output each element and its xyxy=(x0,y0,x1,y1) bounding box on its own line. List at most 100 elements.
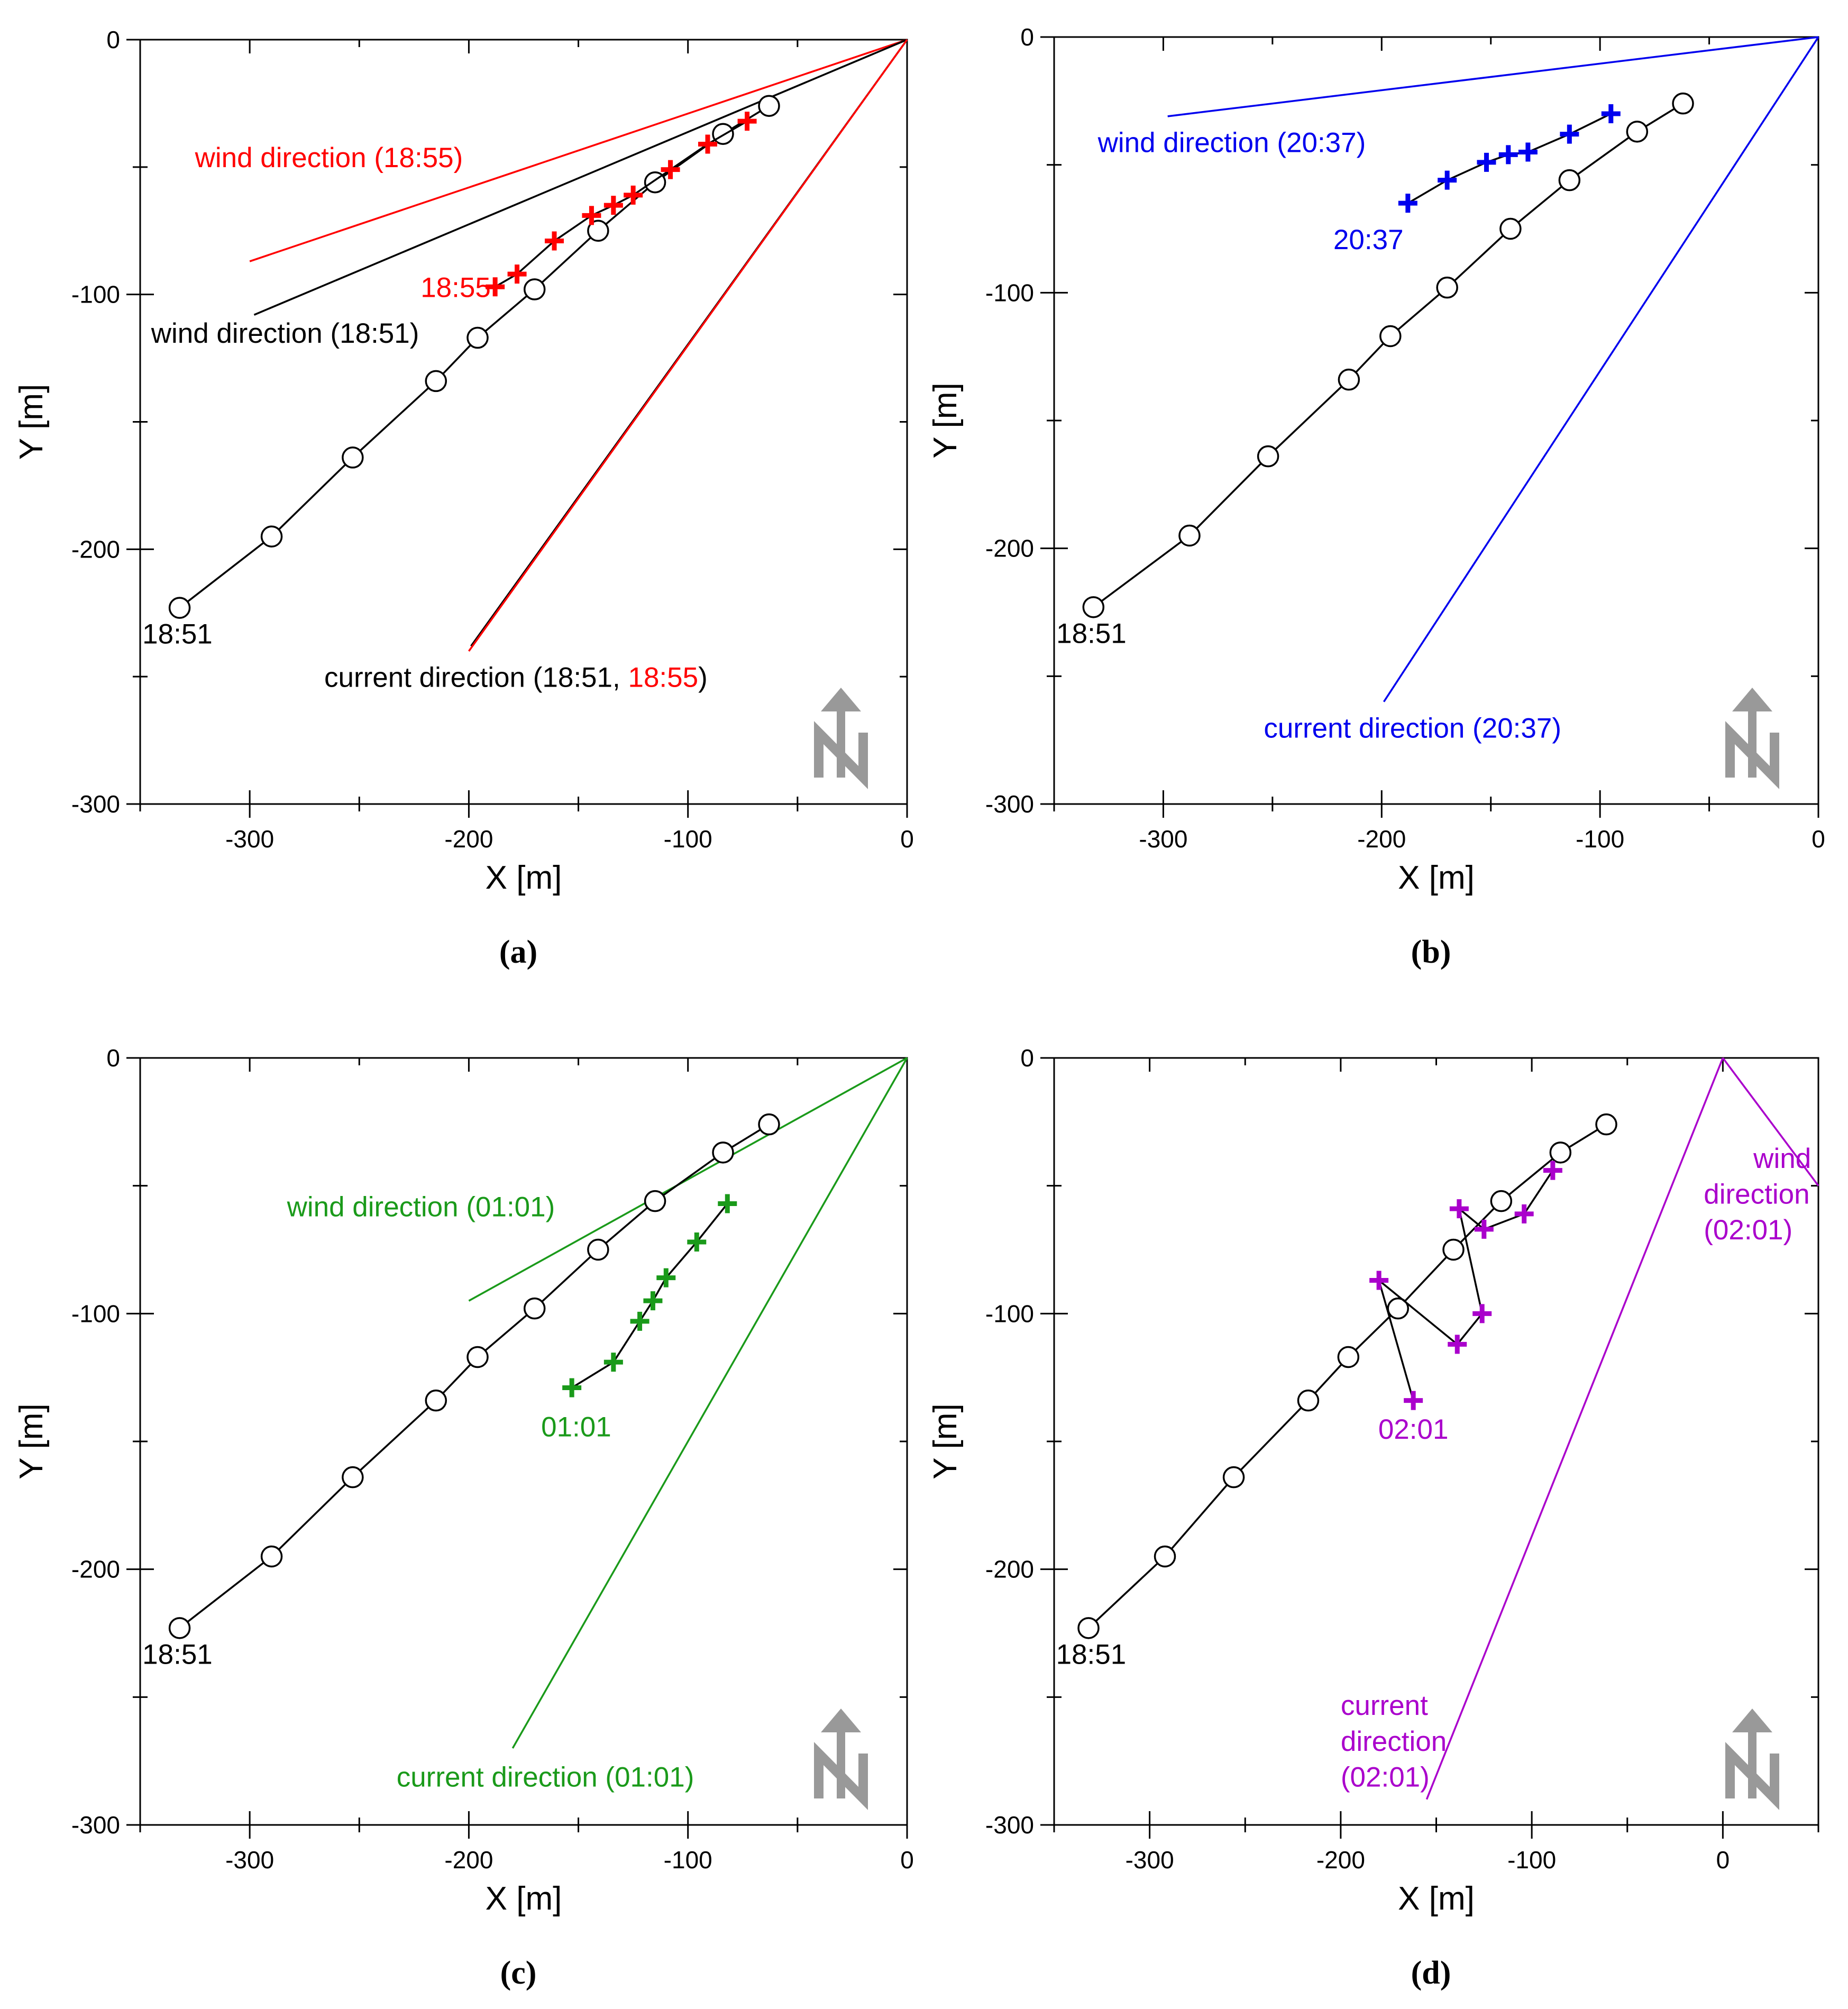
x-tick-label: -200 xyxy=(444,1846,493,1874)
trajectory-line xyxy=(179,1124,770,1629)
annotation-wind-2037: wind direction (20:37) xyxy=(1097,127,1366,159)
direction-line xyxy=(511,1057,908,1749)
trajectory-point xyxy=(644,1190,666,1212)
annotation-measured-label: 02:01 xyxy=(1378,1414,1449,1445)
trajectory-point xyxy=(466,1346,489,1368)
trajectory-point xyxy=(425,370,447,392)
north-arrow-shaft xyxy=(837,709,845,778)
y-axis-title: Y [m] xyxy=(13,1403,50,1480)
trajectory-point xyxy=(1442,1238,1465,1261)
measured-point xyxy=(507,264,527,284)
measured-point xyxy=(1477,152,1496,172)
y-tick-label: -100 xyxy=(71,1300,120,1327)
measured-point xyxy=(1560,124,1579,144)
measured-point xyxy=(1601,104,1621,123)
annotation-part: wind xyxy=(1753,1143,1811,1174)
annotation-wind-1855: wind direction (18:55) xyxy=(195,142,463,173)
annotation-part: (02:01) xyxy=(1704,1214,1792,1246)
annotation-wind-1851: wind direction (18:51) xyxy=(151,318,419,349)
y-tick-label: -100 xyxy=(71,281,120,308)
north-arrow-icon xyxy=(814,688,868,789)
trajectory-point xyxy=(1082,596,1105,618)
trajectory-point xyxy=(758,1113,780,1136)
x-tick-label: 0 xyxy=(1716,1846,1730,1874)
trajectory-point xyxy=(1077,1617,1100,1639)
trajectory-point xyxy=(1387,1297,1409,1320)
measured-point xyxy=(1438,170,1457,190)
annotation-current-label: current direction (01:01) xyxy=(397,1762,694,1793)
annotation-part: ) xyxy=(698,662,708,693)
annotation-part: 18:55 xyxy=(628,662,698,693)
measured-point xyxy=(687,1232,707,1252)
north-arrow-shaft xyxy=(1748,709,1756,778)
annotation-part: wind direction (18:55) xyxy=(195,142,463,173)
x-axis-title: X [m] xyxy=(1398,1880,1475,1917)
measured-point xyxy=(630,1311,649,1331)
trajectory-point xyxy=(260,1545,283,1568)
annotation-part: (02:01) xyxy=(1341,1762,1430,1793)
annotation-part: 18:51 xyxy=(1056,618,1127,650)
y-tick-label: -300 xyxy=(71,1811,120,1839)
north-arrow-letter-n xyxy=(1725,721,1779,789)
direction-line xyxy=(249,39,908,262)
north-arrow-head xyxy=(821,1709,861,1732)
measured-point xyxy=(656,1268,676,1287)
trajectory-line xyxy=(179,105,770,609)
annotation-trajectory-label: 18:51 xyxy=(142,619,213,650)
panel-c: -300 -200 -100 0 0 -100 -200 -300 X [m] Y [m] wind… xyxy=(13,1044,914,1991)
x-tick-label: 0 xyxy=(900,825,914,853)
measured-point xyxy=(603,196,623,215)
y-tick-label: -300 xyxy=(985,790,1034,818)
annotation-part: 01:01 xyxy=(541,1411,611,1442)
measured-point xyxy=(1474,1219,1494,1239)
annotation-measured-label: 01:01 xyxy=(541,1411,611,1442)
measured-point xyxy=(1498,145,1518,165)
trajectory-point xyxy=(587,220,609,242)
measured-point xyxy=(1514,1204,1534,1223)
annotation-part: direction xyxy=(1341,1726,1447,1757)
north-arrow-shaft xyxy=(1748,1730,1756,1798)
trajectory-point xyxy=(1379,325,1402,348)
trajectory-point xyxy=(1338,368,1360,391)
measured-point xyxy=(718,1194,737,1213)
y-tick-label: -200 xyxy=(71,535,120,563)
y-tick-label: -200 xyxy=(985,1556,1034,1583)
annotation-part: current direction (01:01) xyxy=(397,1762,694,1793)
trajectory-point xyxy=(1549,1142,1572,1164)
trajectory-point xyxy=(1337,1346,1360,1368)
annotation-current-line1: current xyxy=(1341,1690,1428,1721)
annotation-trajectory-label: 18:51 xyxy=(1056,618,1127,650)
x-tick-label: -200 xyxy=(1357,825,1406,853)
y-tick-label: -100 xyxy=(985,279,1034,306)
x-tick-label: -100 xyxy=(664,825,712,853)
trajectory-point xyxy=(260,525,283,547)
trajectory-point xyxy=(1436,276,1458,299)
north-arrow-shaft xyxy=(837,1730,845,1798)
annotation-part: wind direction (01:01) xyxy=(287,1192,555,1223)
trajectory-point xyxy=(342,1466,364,1489)
annotation-current-line2: direction xyxy=(1341,1726,1447,1757)
measured-point xyxy=(486,277,505,297)
measured-point xyxy=(1369,1271,1389,1290)
x-tick-label: -200 xyxy=(444,825,493,853)
measured-point xyxy=(643,1291,663,1311)
trajectory-point xyxy=(587,1238,609,1261)
panel-label: (c) xyxy=(500,1955,537,1991)
annotation-current-line3: (02:01) xyxy=(1341,1762,1430,1793)
trajectory-point xyxy=(1154,1545,1176,1568)
measured-point xyxy=(545,231,564,251)
x-axis-title: X [m] xyxy=(486,860,562,896)
panel-b: -300 -200 -100 0 0 -100 -200 -300 X [m] Y [m] wind… xyxy=(927,23,1825,970)
y-axis-title: Y [m] xyxy=(927,1403,964,1480)
measured-line xyxy=(1377,1170,1554,1401)
measured-point xyxy=(661,160,680,179)
x-tick-label: -300 xyxy=(225,825,274,853)
panel-label: (a) xyxy=(499,934,537,970)
measured-point xyxy=(698,134,717,154)
trajectory-point xyxy=(712,1142,734,1164)
trajectory-point xyxy=(1257,445,1279,468)
x-tick-label: 0 xyxy=(1812,825,1825,853)
annotation-current-label: current direction (20:37) xyxy=(1264,713,1561,744)
measured-point xyxy=(624,185,643,205)
